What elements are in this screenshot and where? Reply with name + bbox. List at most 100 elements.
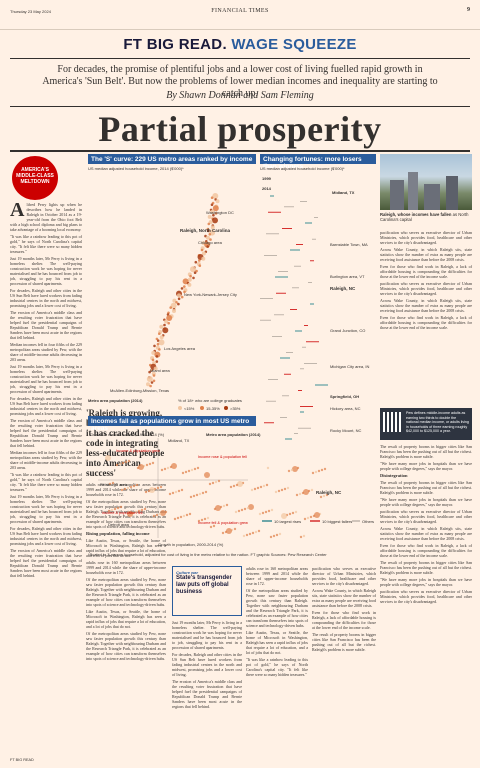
article-paragraph: pacification who serves as executive dir… <box>380 589 472 604</box>
s-curve-dot <box>150 381 154 384</box>
scatter-point <box>208 482 212 486</box>
scatter-point <box>174 490 178 494</box>
s-curve-dot <box>159 324 164 329</box>
scatter-point <box>156 486 160 490</box>
scatter-point <box>314 512 320 518</box>
article-paragraph: Just 19 months later, Mr Perry is living… <box>10 256 82 286</box>
s-curve-dot <box>177 293 181 298</box>
s-curve-dot <box>180 287 184 290</box>
scatter-point <box>299 535 303 539</box>
scatter-point <box>217 479 221 483</box>
s-curve-dot <box>167 321 170 325</box>
quadrant-label: Income rose & population fell <box>198 455 247 459</box>
scatter-point <box>127 511 133 517</box>
s-curve-dot <box>207 214 212 219</box>
scatter-point <box>248 504 254 510</box>
scatter-point <box>200 518 204 522</box>
scatter-point <box>245 533 249 537</box>
article-column-3: Just 19 months later, Mr Perry is living… <box>172 620 242 758</box>
article-paragraph: For decades, Raleigh and other cities in… <box>10 526 82 546</box>
legend-title: Metro area population (2014) <box>206 432 261 437</box>
scatter-point <box>212 524 216 528</box>
label-detroit: Detroit area <box>108 522 130 527</box>
label-washington: Washington DC <box>206 210 234 215</box>
scatter-point <box>265 483 269 487</box>
scatter-point <box>138 464 144 470</box>
scatter-point <box>237 509 241 513</box>
scatter-point <box>301 491 305 495</box>
s-curve-dot <box>177 297 181 301</box>
related-article-promo[interactable]: Culture war State's transgender law puts… <box>172 566 242 616</box>
s-curve-dot <box>210 196 214 199</box>
s-curve-dot <box>153 344 156 348</box>
s-curve-dot <box>195 269 198 273</box>
scatter-point <box>325 493 329 497</box>
scatter-point <box>163 467 167 471</box>
article-paragraph: Median incomes fell in four fifths of th… <box>10 342 82 362</box>
scatter-point <box>311 471 315 475</box>
scatter-point <box>159 485 163 489</box>
scatter-point <box>108 482 112 486</box>
scatter-point <box>145 463 149 467</box>
scatter-point <box>197 519 201 523</box>
s-curve-dot <box>151 350 156 355</box>
scatter-point <box>287 469 291 473</box>
s-curve-dot <box>148 370 151 374</box>
scatter-point <box>132 484 136 488</box>
legend-title: % of 18+ who are college graduates <box>178 398 242 403</box>
scatter-point <box>190 468 194 472</box>
article-paragraph: Across Wake County, in which Raleigh sit… <box>312 588 376 608</box>
s-curve-dot <box>210 203 214 206</box>
s-curve-dot <box>162 327 169 334</box>
s-curve-dot <box>152 374 156 377</box>
label-chicago: Chicago area <box>198 240 223 245</box>
scatter-point <box>272 534 276 538</box>
qr-code-icon <box>383 412 403 432</box>
article-paragraph: Like Austin, Texas, or Seattle, the home… <box>86 609 166 629</box>
scatter-point <box>322 494 326 498</box>
info-box-text: Pew defines middle-income adults as earn… <box>406 411 469 433</box>
article-paragraph: Across Wake County, in which Raleigh sit… <box>380 298 472 313</box>
s-curve-dot <box>194 260 198 264</box>
chart-subtitle: US median adjusted household income ($'0… <box>260 166 345 171</box>
scatter-point <box>152 514 156 518</box>
s-curve-dot <box>189 274 192 278</box>
scatter-point <box>119 505 123 509</box>
s-curve-dot <box>155 355 159 358</box>
scatter-point <box>222 504 226 508</box>
scatter-point <box>182 514 186 518</box>
scatter-point <box>269 535 273 539</box>
s-curve-dot <box>190 266 196 273</box>
article-paragraph: For decades, Raleigh and other cities in… <box>10 288 82 308</box>
promo-label: Culture war <box>176 570 199 575</box>
legend-item: 10 largest rises <box>274 519 301 524</box>
label-raleigh: Raleigh, NC <box>316 490 342 495</box>
promo-headline[interactable]: State's transgender law puts off global … <box>176 575 232 595</box>
s-curve-dot <box>208 233 212 236</box>
scatter-point <box>160 468 164 472</box>
s-curve-dot <box>149 384 152 388</box>
scatter-point <box>144 490 148 494</box>
label-michigan-city: Michigan City area, IN <box>330 364 369 369</box>
info-box: Pew defines middle-income adults as earn… <box>380 408 472 440</box>
scatter-point <box>193 467 197 471</box>
label-pittsburgh: Pittsburgh area <box>100 482 128 487</box>
scatter-point <box>166 466 170 470</box>
masthead-bar: Thursday 23 May 2024 FINANCIAL TIMES 9 <box>0 0 480 30</box>
scatter-point <box>319 495 323 499</box>
article-paragraph: Of the metropolitan areas studied by Pew… <box>86 631 166 661</box>
s-curve-dot <box>187 282 192 287</box>
chart-footnote: *Scaled to 3-person household, adjusted … <box>88 552 327 557</box>
scatter-point <box>180 488 184 492</box>
scatter-point <box>229 485 233 489</box>
s-curve-dot <box>158 348 161 351</box>
series-badge: AMERICA'S MIDDLE-CLASS MELTDOWN <box>12 156 58 200</box>
scatter-point <box>262 484 266 488</box>
label-springfield: Springfield, OH <box>330 394 359 399</box>
scatter-point <box>242 534 246 538</box>
s-curve-dot <box>212 205 219 212</box>
scatter-point <box>184 470 188 474</box>
s-curve-dot <box>166 315 173 321</box>
series-badge-text: AMERICA'S MIDDLE-CLASS MELTDOWN <box>16 167 54 185</box>
scatter-point <box>235 483 239 487</box>
